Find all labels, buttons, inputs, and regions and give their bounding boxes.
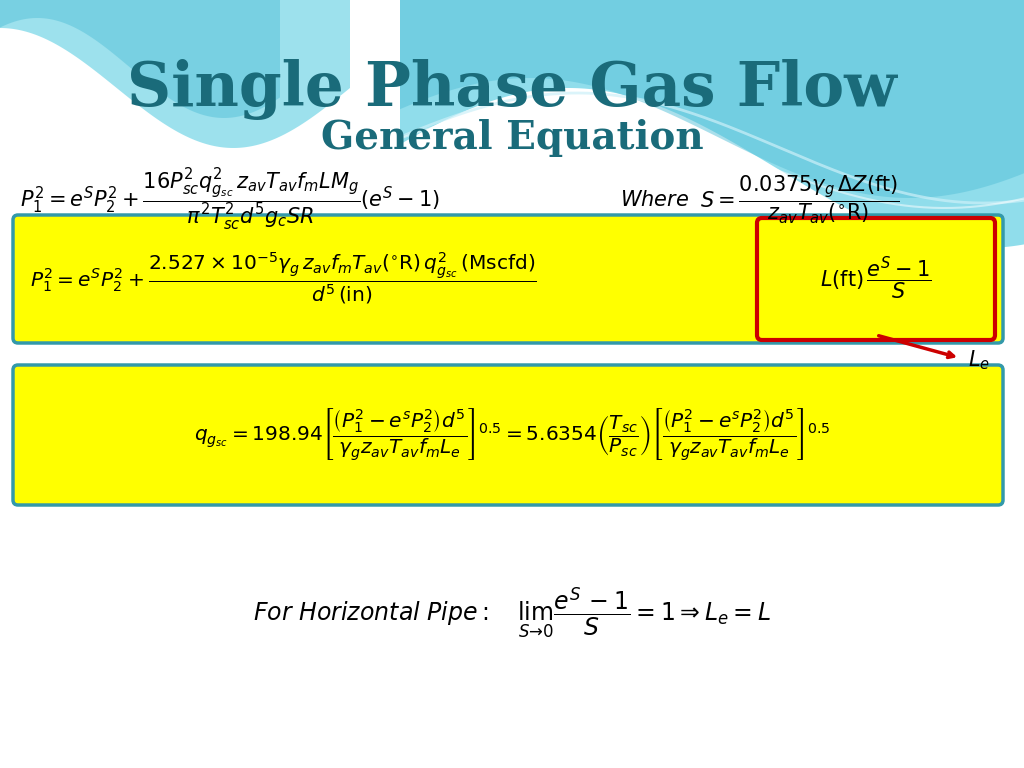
Text: Single Phase Gas Flow: Single Phase Gas Flow [127, 59, 897, 121]
Polygon shape [0, 0, 280, 118]
Text: $P_1^2 = e^S P_2^2 + \dfrac{16P_{sc}^2 q_{g_{sc}}^2\, z_{av} T_{av} f_m LM_g}{\p: $P_1^2 = e^S P_2^2 + \dfrac{16P_{sc}^2 q… [20, 167, 440, 233]
Text: $S = \dfrac{0.0375\gamma_g\,\Delta Z(\mathrm{ft})}{z_{av} T_{av}(^{\circ}\mathrm: $S = \dfrac{0.0375\gamma_g\,\Delta Z(\ma… [700, 174, 900, 227]
FancyBboxPatch shape [13, 215, 1002, 343]
Text: General Equation: General Equation [321, 119, 703, 157]
Text: $\mathit{For\ Horizontal\ Pipe}: \quad \lim_{S\to 0}\dfrac{e^S-1}{S} = 1 \Righta: $\mathit{For\ Horizontal\ Pipe}: \quad \… [253, 586, 771, 641]
FancyBboxPatch shape [757, 218, 995, 340]
Text: $L_e$: $L_e$ [968, 348, 990, 372]
Polygon shape [400, 0, 1024, 248]
Polygon shape [0, 0, 350, 148]
Text: $q_{g_{sc}} = 198.94\left[\dfrac{\left(P_1^2 - e^s P_2^2\right)d^5}{\gamma_g z_{: $q_{g_{sc}} = 198.94\left[\dfrac{\left(P… [194, 407, 830, 463]
Polygon shape [400, 0, 1024, 198]
Text: $P_1^2 = e^S P_2^2 + \dfrac{2.527\times10^{-5}\gamma_g\,z_{av}f_m T_{av}(^{\circ: $P_1^2 = e^S P_2^2 + \dfrac{2.527\times1… [30, 250, 537, 306]
FancyBboxPatch shape [13, 365, 1002, 505]
Text: $L(\mathrm{ft})\,\dfrac{e^S-1}{S}$: $L(\mathrm{ft})\,\dfrac{e^S-1}{S}$ [820, 254, 932, 302]
Text: $\mathit{Where}$: $\mathit{Where}$ [620, 190, 689, 210]
